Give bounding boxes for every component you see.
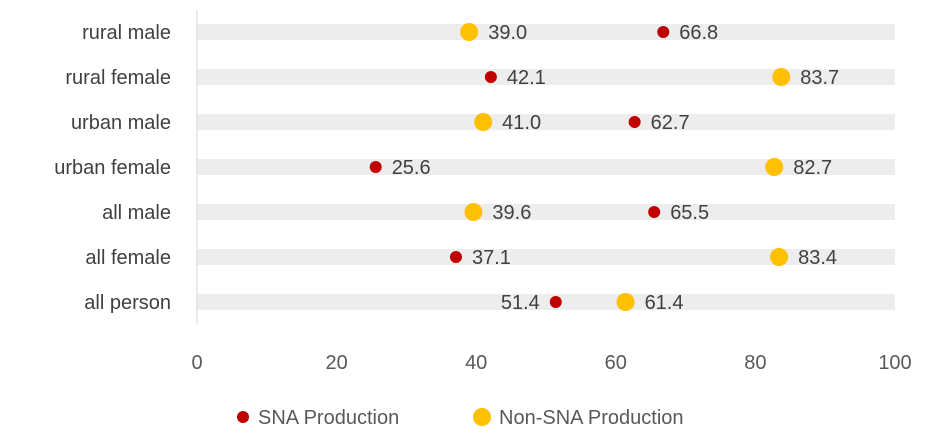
category-label: all female xyxy=(85,247,171,269)
legend-marker-non-sna-production xyxy=(473,408,491,426)
non-sna-production-point xyxy=(772,68,791,86)
non-sna-production-data-label: 83.4 xyxy=(798,247,837,269)
non-sna-production-data-label: 39.0 xyxy=(488,22,527,44)
sna-production-data-label: 62.7 xyxy=(651,112,690,134)
category-label: urban female xyxy=(54,157,171,179)
legend: SNA Production Non-SNA Production xyxy=(237,407,684,429)
non-sna-production-data-label: 39.6 xyxy=(492,202,531,224)
non-sna-production-data-label: 41.0 xyxy=(502,112,541,134)
category-band xyxy=(197,159,895,175)
category-band xyxy=(197,204,895,220)
non-sna-production-data-label: 82.7 xyxy=(793,157,832,179)
x-tick-label: 20 xyxy=(325,352,347,374)
category-band xyxy=(197,24,895,40)
category-bands xyxy=(197,24,895,310)
x-tick-label: 0 xyxy=(191,352,202,374)
non-sna-production-point xyxy=(460,23,479,41)
sna-production-point xyxy=(549,296,562,308)
category-label: urban male xyxy=(71,112,171,134)
legend-label-non-sna-production: Non-SNA Production xyxy=(499,407,684,429)
x-tick-label: 40 xyxy=(465,352,487,374)
category-band xyxy=(197,294,895,310)
non-sna-production-point xyxy=(765,158,784,176)
sna-production-point xyxy=(369,161,382,173)
data-labels: 66.8 39.0 42.1 83.7 62.7 41.0 25.6 82.7 65.5 39.6… xyxy=(392,22,839,314)
sna-production-data-label: 65.5 xyxy=(670,202,709,224)
category-label: all male xyxy=(102,202,171,224)
non-sna-production-data-label: 61.4 xyxy=(645,292,684,314)
x-tick-label: 80 xyxy=(744,352,766,374)
non-sna-production-point xyxy=(464,203,483,221)
sna-production-data-label: 42.1 xyxy=(507,67,546,89)
category-label: rural female xyxy=(65,67,171,89)
sna-production-data-label: 25.6 xyxy=(392,157,431,179)
category-band xyxy=(197,114,895,130)
sna-production-data-label: 51.4 xyxy=(501,292,540,314)
category-band xyxy=(197,249,895,265)
sna-production-data-label: 37.1 xyxy=(472,247,511,269)
non-sna-production-point xyxy=(474,113,493,131)
non-sna-production-point xyxy=(770,248,789,266)
x-tick-label: 60 xyxy=(605,352,627,374)
legend-marker-sna-production xyxy=(237,411,249,423)
x-axis-tick-labels: 0 20 40 60 80 100 xyxy=(191,352,911,374)
x-tick-label: 100 xyxy=(878,352,911,374)
category-label: rural male xyxy=(82,22,171,44)
category-labels: rural male rural female urban male urban fe… xyxy=(54,22,171,314)
category-label: all person xyxy=(84,292,171,314)
sna-production-point xyxy=(449,251,462,263)
legend-label-sna-production: SNA Production xyxy=(258,407,399,429)
sna-production-point xyxy=(657,26,670,38)
category-band xyxy=(197,69,895,85)
sna-production-point xyxy=(484,71,497,83)
sna-production-point xyxy=(628,116,641,128)
sna-production-data-label: 66.8 xyxy=(679,22,718,44)
sna-production-point xyxy=(648,206,661,218)
non-sna-production-data-label: 83.7 xyxy=(800,67,839,89)
data-marks xyxy=(369,23,791,311)
non-sna-production-point xyxy=(616,293,635,311)
